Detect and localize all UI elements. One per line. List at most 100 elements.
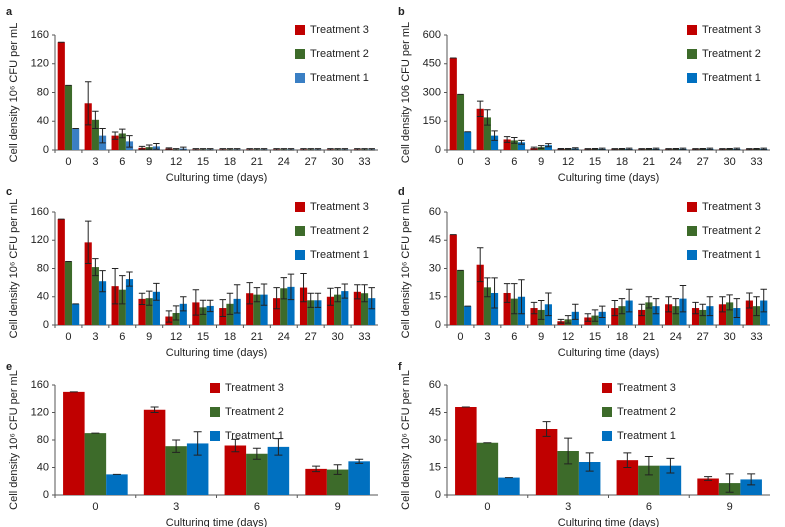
bar — [503, 139, 511, 150]
bar — [360, 293, 369, 325]
bar — [57, 42, 65, 150]
legend-label: Treatment 3 — [617, 382, 676, 394]
error-bar — [354, 148, 361, 151]
error-bar — [518, 139, 525, 145]
y-tick-label: 15 — [429, 291, 441, 303]
legend-swatch — [602, 431, 612, 441]
legend-swatch — [687, 49, 697, 59]
bar — [287, 286, 295, 325]
error-bar — [253, 287, 261, 303]
bar — [659, 465, 682, 495]
error-bar — [233, 284, 241, 314]
error-bar — [518, 279, 525, 315]
x-tick-label: 24 — [278, 331, 290, 343]
error-bar — [145, 144, 153, 150]
x-tick-label: 0 — [65, 331, 71, 343]
error-bar — [584, 148, 592, 151]
error-bar — [476, 247, 484, 283]
error-bar — [645, 147, 653, 151]
y-tick-label: 160 — [31, 206, 49, 218]
bar — [143, 409, 166, 495]
x-tick-label: 6 — [254, 501, 260, 513]
bar — [691, 308, 700, 325]
error-bar — [199, 148, 207, 151]
bar — [64, 261, 73, 325]
error-bar — [572, 303, 579, 320]
x-tick-label: 12 — [562, 156, 574, 168]
error-bar — [638, 148, 645, 151]
x-tick-label: 27 — [305, 331, 317, 343]
error-bar — [192, 289, 200, 316]
error-bar — [145, 290, 153, 306]
y-tick-label: 45 — [429, 406, 441, 418]
y-axis-label: Cell density 10⁶ CFU per mL — [400, 370, 412, 510]
x-tick-label: 21 — [251, 156, 263, 168]
error-bar — [545, 143, 552, 148]
x-tick-label: 0 — [65, 156, 71, 168]
chart-panel: a Cell density 10⁶ CFU per mL Culturing ti… — [6, 6, 378, 184]
error-bar — [611, 300, 619, 317]
x-tick-label: 3 — [484, 156, 490, 168]
error-bar — [725, 473, 734, 493]
error-bar — [84, 220, 92, 265]
x-tick-label: 12 — [562, 331, 574, 343]
error-bar — [233, 148, 241, 151]
bar — [57, 219, 65, 325]
bar — [64, 85, 73, 150]
error-bar — [138, 145, 146, 150]
y-tick-label: 0 — [435, 144, 441, 156]
error-bar — [564, 315, 572, 324]
x-tick-label: 0 — [457, 331, 463, 343]
bar — [699, 309, 707, 325]
error-bar — [679, 147, 687, 151]
bar — [72, 128, 80, 150]
x-tick-label: 6 — [119, 156, 125, 168]
bar — [246, 453, 268, 495]
y-tick-label: 120 — [31, 58, 49, 70]
bar — [726, 302, 734, 325]
error-bar — [111, 131, 119, 140]
x-tick-label: 15 — [589, 331, 601, 343]
x-tick-label: 24 — [670, 156, 682, 168]
bar — [517, 142, 526, 150]
error-bar — [746, 292, 753, 309]
error-bar — [511, 283, 518, 315]
x-tick-label: 3 — [92, 156, 98, 168]
y-axis-label: Cell density 10⁶ CFU per mL — [8, 370, 20, 510]
legend-label: Treatment 3 — [702, 24, 761, 36]
bar — [483, 117, 491, 150]
legend-label: Treatment 2 — [702, 48, 761, 60]
bar — [652, 306, 660, 325]
error-bar — [760, 147, 767, 151]
legend-swatch — [687, 202, 697, 212]
bar — [91, 119, 99, 150]
error-bar — [491, 277, 498, 309]
error-bar — [665, 148, 672, 151]
error-bar — [206, 299, 214, 313]
y-tick-label: 40 — [37, 291, 49, 303]
error-bar — [327, 148, 334, 151]
bar — [557, 451, 579, 495]
error-bar — [165, 310, 173, 323]
legend-swatch — [295, 49, 305, 59]
y-tick-label: 80 — [37, 434, 49, 446]
bar — [299, 287, 308, 325]
x-tick-label: 21 — [643, 331, 655, 343]
bar — [326, 469, 349, 495]
error-bar — [312, 465, 321, 473]
legend-swatch — [295, 73, 305, 83]
bar — [179, 303, 187, 325]
y-tick-label: 60 — [429, 379, 441, 391]
error-bar — [307, 292, 314, 308]
error-bar — [542, 421, 551, 437]
error-bar — [361, 284, 368, 303]
error-bar — [119, 128, 126, 139]
bar — [503, 292, 511, 325]
legend-swatch — [687, 25, 697, 35]
x-tick-label: 9 — [335, 501, 341, 513]
x-tick-label: 6 — [646, 501, 652, 513]
bar — [186, 443, 209, 495]
bar — [625, 300, 633, 325]
error-bar — [645, 296, 653, 309]
